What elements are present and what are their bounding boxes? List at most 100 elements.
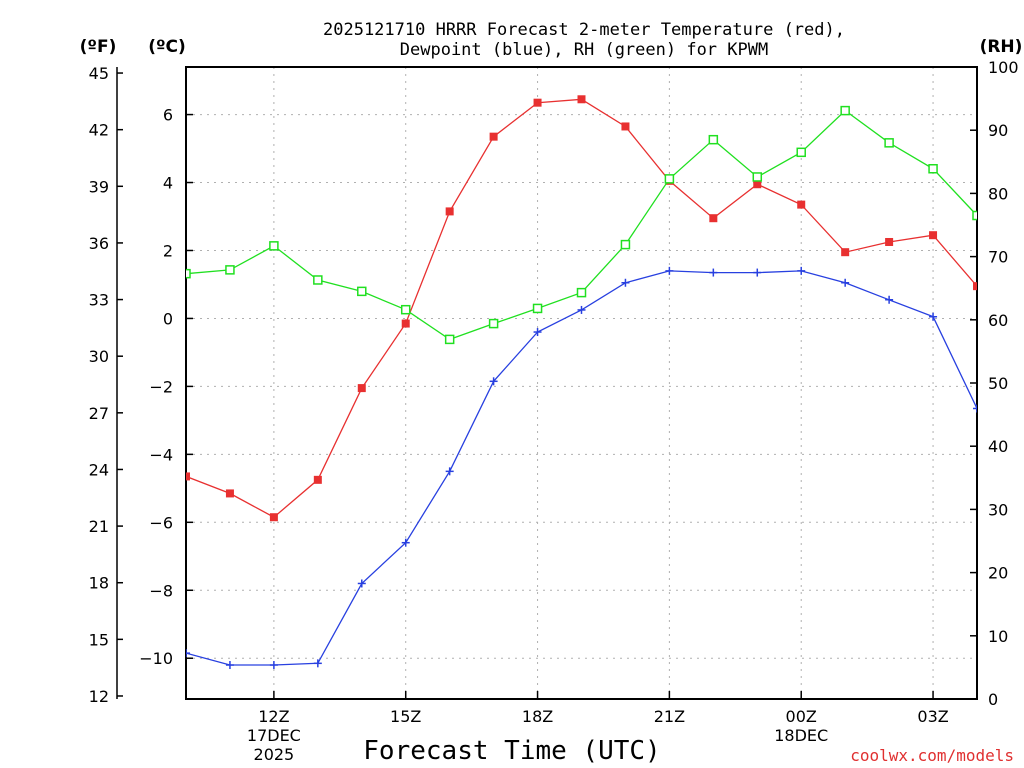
temperature-point [186,472,190,481]
temperature-point [313,475,322,484]
temperature-point [621,122,630,131]
x-tick-label: 18Z [522,707,553,726]
rh-tick-label: 80 [988,184,1008,203]
celsius-tick-label: −8 [149,581,173,600]
celsius-tick-label: 4 [163,174,173,193]
fahrenheit-tick-label: 36 [89,234,109,253]
celsius-tick-label: −4 [149,445,173,464]
temperature-point [577,95,586,104]
chart-title-line2: Dewpoint (blue), RH (green) for KPWM [400,40,768,60]
rh-point [840,105,850,116]
temperature-point [225,489,234,498]
rh-tick-label: 90 [988,121,1008,140]
rh-point [313,275,323,285]
rh-point [488,318,499,329]
x-tick-label: 18DEC [774,726,828,745]
rh-point [928,164,938,174]
rh-unit-label: (RH) [980,37,1023,57]
rh-tick-label: 70 [988,248,1008,267]
dewpoint-point [313,659,322,668]
celsius-tick-label: 6 [163,106,173,125]
plot-frame [185,66,978,700]
rh-tick-label: 40 [988,437,1008,456]
x-axis-label: Forecast Time (UTC) [363,736,660,766]
rh-point [444,334,455,345]
dewpoint-point [269,661,278,670]
x-tick-label: 17DEC [247,726,301,745]
rh-point [796,147,806,158]
temperature-point [489,132,498,141]
temperature-point [797,200,806,209]
grid-lines [186,67,977,699]
temperature-point [445,207,454,216]
celsius-tick-label: −2 [149,377,173,396]
rh-point [972,210,977,221]
celsius-tick-label: −10 [139,649,173,668]
temperature-point [885,237,894,246]
dewpoint-point [665,266,674,275]
x-tick-label: 03Z [917,707,948,726]
dewpoint-point [401,538,410,547]
series-layer [186,95,977,670]
fahrenheit-tick-label: 21 [89,517,109,536]
dewpoint-point [709,268,718,277]
x-tick-label: 2025 [254,745,295,764]
fahrenheit-tick-label: 33 [89,291,109,310]
dewpoint-point [929,312,938,321]
dewpoint-point [533,328,542,337]
dewpoint-point [753,268,762,277]
rh-tick-label: 30 [988,500,1008,519]
temperature-point [401,319,410,328]
dewpoint-point [797,266,806,275]
fahrenheit-tick-label: 39 [89,177,109,196]
dewpoint-point [885,295,894,304]
x-tick-label: 00Z [786,707,817,726]
temperature-point [269,513,278,522]
rh-point [269,241,279,251]
fahrenheit-tick-label: 45 [89,64,109,83]
temperature-point [973,282,977,291]
fahrenheit-tick-label: 42 [89,121,109,140]
rh-point [186,268,191,279]
rh-tick-label: 20 [988,564,1008,583]
temperature-point [753,180,762,189]
celsius-tick-label: 2 [163,241,173,260]
rh-tick-label: 0 [988,690,998,709]
fahrenheit-tick-label: 18 [89,574,109,593]
temperature-point [709,214,718,223]
rh-point [576,287,587,298]
fahrenheit-tick-label: 24 [89,460,109,479]
x-tick-label: 15Z [390,707,421,726]
chart-title-line1: 2025121710 HRRR Forecast 2-meter Tempera… [323,20,845,40]
rh-tick-label: 100 [988,58,1019,77]
dewpoint-point [577,305,586,314]
fahrenheit-unit-label: (ºF) [80,37,117,57]
dewpoint-point [489,377,498,386]
rh-point [532,303,543,314]
x-tick-label: 21Z [654,707,685,726]
dewpoint-point [841,278,850,287]
rh-point [225,265,235,275]
temperature-point [533,98,542,107]
temperature-point [929,231,938,240]
rh-line [186,109,977,341]
rh-point [400,304,411,315]
dewpoint-point [973,404,977,413]
fahrenheit-tick-label: 12 [89,687,109,706]
celsius-tick-label: 0 [163,309,173,328]
axes: 121518212427303336394245−10−8−6−4−202460… [89,58,1019,764]
rh-tick-label: 10 [988,627,1008,646]
rh-tick-label: 50 [988,374,1008,393]
fahrenheit-tick-label: 27 [89,404,109,423]
temperature-point [841,248,850,257]
rh-point [884,138,894,148]
dewpoint-line [186,270,977,666]
fahrenheit-tick-label: 30 [89,347,109,366]
dewpoint-point [445,467,454,476]
rh-point [357,286,367,297]
rh-point [664,174,675,184]
celsius-unit-label: (ºC) [148,37,186,57]
x-tick-label: 12Z [258,707,289,726]
dewpoint-point [621,278,630,287]
temperature-point [357,384,366,393]
